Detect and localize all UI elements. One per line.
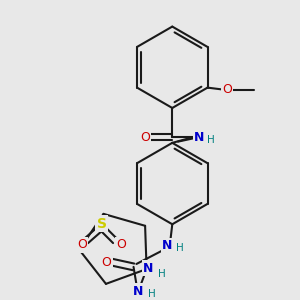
Text: O: O bbox=[140, 130, 150, 143]
Text: H: H bbox=[176, 244, 184, 254]
Text: N: N bbox=[194, 130, 205, 143]
Text: O: O bbox=[222, 83, 232, 96]
Text: O: O bbox=[77, 238, 87, 251]
Text: N: N bbox=[133, 285, 144, 298]
Text: N: N bbox=[143, 262, 154, 275]
Text: H: H bbox=[158, 269, 166, 279]
Text: H: H bbox=[207, 135, 215, 145]
Text: O: O bbox=[116, 238, 126, 251]
Text: N: N bbox=[162, 239, 172, 252]
Text: H: H bbox=[148, 289, 156, 299]
Text: S: S bbox=[97, 217, 106, 231]
Text: O: O bbox=[101, 256, 111, 268]
